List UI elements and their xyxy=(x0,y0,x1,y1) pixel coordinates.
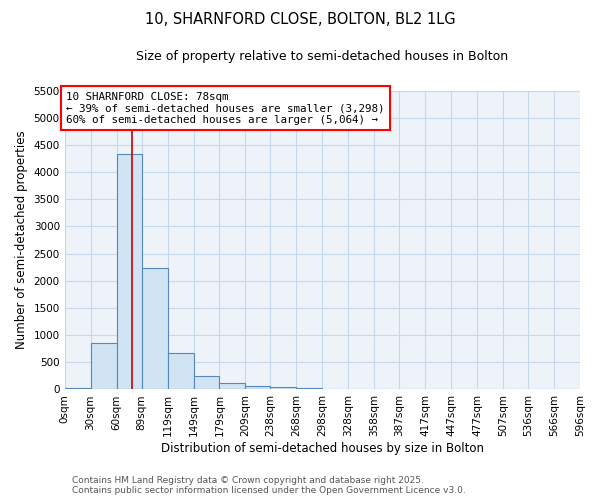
Bar xyxy=(271,386,296,390)
Bar xyxy=(193,376,220,390)
Text: Contains HM Land Registry data © Crown copyright and database right 2025.
Contai: Contains HM Land Registry data © Crown c… xyxy=(72,476,466,495)
Bar xyxy=(167,353,193,390)
Bar xyxy=(116,154,142,390)
Text: 10, SHARNFORD CLOSE, BOLTON, BL2 1LG: 10, SHARNFORD CLOSE, BOLTON, BL2 1LG xyxy=(145,12,455,28)
Bar xyxy=(296,388,322,390)
Title: Size of property relative to semi-detached houses in Bolton: Size of property relative to semi-detach… xyxy=(136,50,508,63)
Bar xyxy=(142,268,167,390)
Text: 10 SHARNFORD CLOSE: 78sqm
← 39% of semi-detached houses are smaller (3,298)
60% : 10 SHARNFORD CLOSE: 78sqm ← 39% of semi-… xyxy=(67,92,385,125)
Bar xyxy=(65,388,91,390)
Bar xyxy=(220,383,245,390)
Bar xyxy=(245,386,271,390)
X-axis label: Distribution of semi-detached houses by size in Bolton: Distribution of semi-detached houses by … xyxy=(161,442,484,455)
Y-axis label: Number of semi-detached properties: Number of semi-detached properties xyxy=(15,130,28,350)
Bar xyxy=(91,343,116,390)
